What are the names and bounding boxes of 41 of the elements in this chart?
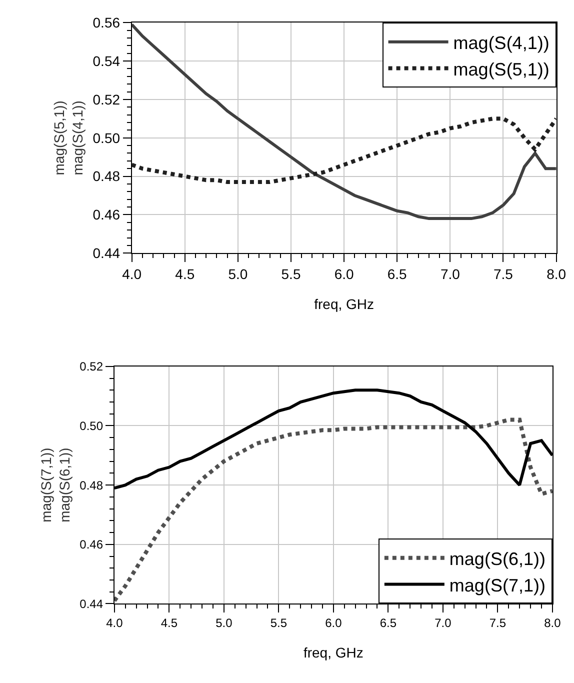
x-tick-label: 6.0 xyxy=(325,616,342,630)
y-tick-label: 0.54 xyxy=(92,52,120,69)
x-tick-label: 6.0 xyxy=(334,266,354,282)
line-series xyxy=(114,418,552,603)
legend-label: mag(S(6,1)) xyxy=(449,548,546,569)
x-tick-label: 4.5 xyxy=(175,266,195,282)
x-tick-label: 7.5 xyxy=(494,266,514,282)
y-tick-label: 0.46 xyxy=(80,538,104,552)
x-tick-label: 4.0 xyxy=(106,616,124,630)
x-tick-label: 6.5 xyxy=(380,616,397,630)
y-tick-label: 0.46 xyxy=(92,206,120,223)
y-tick-label: 0.50 xyxy=(92,130,120,146)
x-tick-label: 8.0 xyxy=(546,266,566,282)
y-tick-label: 0.52 xyxy=(92,91,120,108)
y-tick-label: 0.48 xyxy=(80,478,104,492)
x-tick-label: 4.0 xyxy=(122,266,142,282)
x-tick-label: 8.0 xyxy=(544,616,562,630)
y-tick-label: 0.50 xyxy=(80,418,104,433)
y-tick-label: 0.48 xyxy=(92,168,120,184)
x-tick-label: 6.5 xyxy=(387,266,408,282)
y-tick-label: 0.52 xyxy=(80,360,104,374)
x-axis-title: freq, GHz xyxy=(303,644,364,660)
x-tick-label: 7.0 xyxy=(434,616,452,630)
x-tick-label: 5.5 xyxy=(281,266,301,282)
x-tick-label: 5.0 xyxy=(228,266,248,282)
line-series xyxy=(132,116,556,184)
x-tick-label: 4.5 xyxy=(160,616,178,630)
legend-label: mag(S(5,1)) xyxy=(453,59,550,80)
y-tick-label: 0.44 xyxy=(80,596,104,611)
x-tick-label: 5.5 xyxy=(270,616,288,630)
legend-label: mag(S(7,1)) xyxy=(449,575,546,596)
x-tick-label: 5.0 xyxy=(216,616,233,630)
y-tick-label: 0.44 xyxy=(92,245,120,262)
legend-label: mag(S(4,1)) xyxy=(453,32,550,53)
y-axis-title: mag(S(5,1)) mag(S(4,1)) xyxy=(51,100,86,176)
y-tick-label: 0.56 xyxy=(92,14,120,31)
line-series xyxy=(132,23,556,220)
y-axis-title: mag(S(7,1)) mag(S(6,1)) xyxy=(38,448,72,522)
x-tick-label: 7.0 xyxy=(440,266,460,282)
x-axis-title: freq, GHz xyxy=(314,296,374,312)
x-tick-label: 7.5 xyxy=(489,616,506,630)
